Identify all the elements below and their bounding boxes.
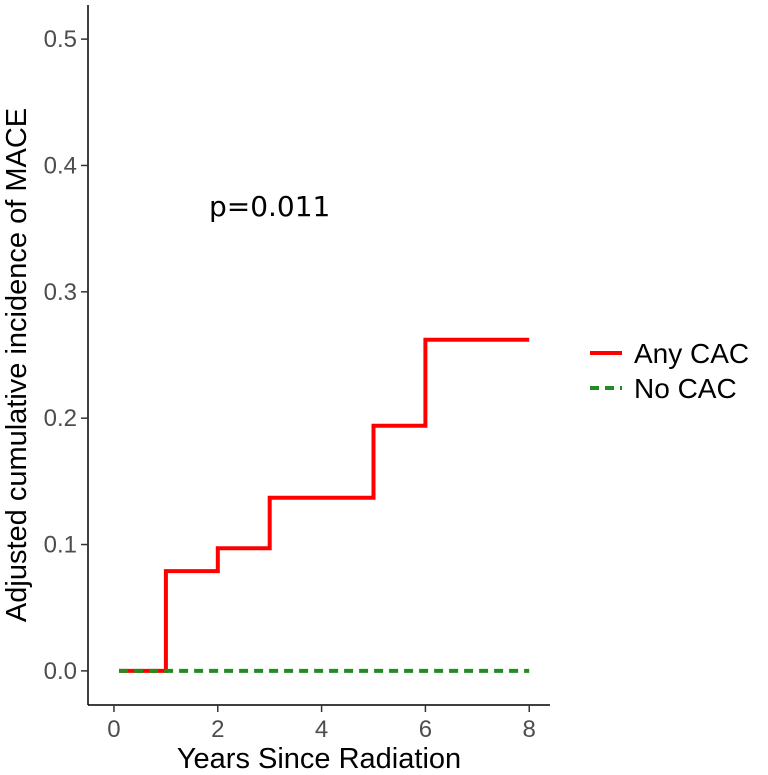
axes: 0 2 4 6 8 0.0 0.1 0.2 0.3 0.4 0.5	[44, 5, 550, 743]
y-tick-label: 0.3	[44, 279, 77, 306]
legend: Any CAC No CAC	[590, 338, 749, 404]
x-tick-label: 6	[419, 716, 432, 743]
y-tick-label: 0.1	[44, 532, 77, 559]
x-tick-label: 8	[523, 716, 536, 743]
y-ticks: 0.0 0.1 0.2 0.3 0.4 0.5	[44, 26, 88, 685]
x-ticks: 0 2 4 6 8	[107, 705, 536, 743]
y-tick-label: 0.2	[44, 405, 77, 432]
x-tick-label: 2	[211, 716, 224, 743]
series-layer	[119, 337, 530, 673]
y-tick-label: 0.5	[44, 26, 77, 53]
y-tick-label: 0.0	[44, 658, 77, 685]
x-tick-label: 0	[107, 716, 120, 743]
legend-label: Any CAC	[634, 338, 749, 369]
series-line-any-cac	[119, 337, 530, 673]
x-tick-label: 4	[315, 716, 328, 743]
x-axis-title: Years Since Radiation	[177, 743, 461, 775]
y-axis-title: Adjusted cumulative incidence of MACE	[1, 108, 33, 622]
legend-label: No CAC	[634, 373, 737, 404]
p-value-annotation: p=0.011	[209, 190, 330, 223]
y-tick-label: 0.4	[44, 152, 77, 179]
